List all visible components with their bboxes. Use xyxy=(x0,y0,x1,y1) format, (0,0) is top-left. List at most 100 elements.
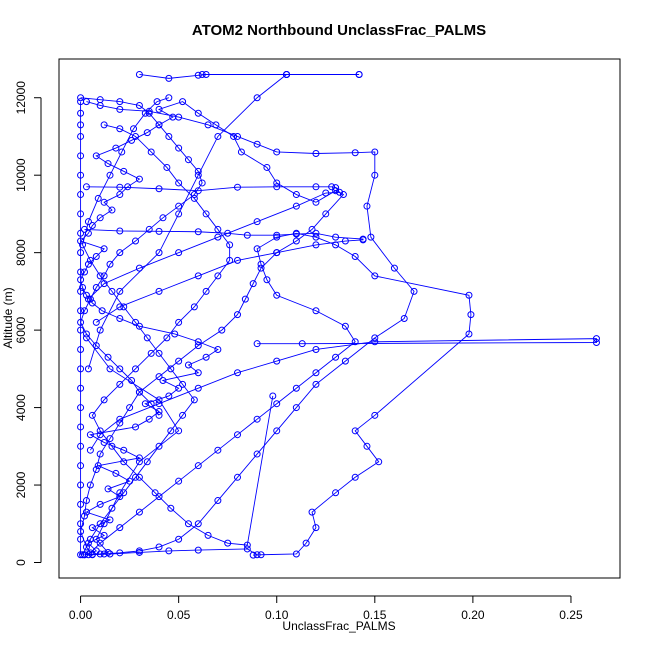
data-point xyxy=(104,548,112,556)
data-point xyxy=(135,508,143,516)
data-point xyxy=(84,365,92,373)
data-point xyxy=(253,140,261,148)
data-point xyxy=(312,345,320,353)
data-point xyxy=(116,549,124,557)
data-point xyxy=(273,179,281,187)
data-point xyxy=(312,183,320,191)
data-point xyxy=(120,303,128,311)
data-point xyxy=(145,109,153,117)
data-point xyxy=(292,230,300,238)
data-point xyxy=(79,284,87,292)
data-point xyxy=(332,353,340,361)
data-point xyxy=(198,179,206,187)
data-point xyxy=(96,450,104,458)
data-point xyxy=(96,326,104,334)
data-point xyxy=(132,365,139,373)
data-point xyxy=(312,150,320,157)
data-point xyxy=(308,508,316,516)
data-point xyxy=(116,415,124,423)
data-point xyxy=(371,148,379,156)
data-point xyxy=(253,340,261,348)
data-point xyxy=(190,194,198,202)
data-point xyxy=(100,438,108,446)
data-point xyxy=(198,70,206,78)
series-line xyxy=(82,97,195,555)
data-point xyxy=(234,473,241,481)
x-tick-label: 0.15 xyxy=(363,608,387,622)
data-point xyxy=(165,94,173,102)
data-point xyxy=(204,121,212,129)
data-point xyxy=(465,330,473,338)
data-point xyxy=(175,477,183,485)
data-point xyxy=(104,160,112,168)
data-point xyxy=(400,315,408,322)
data-point xyxy=(253,94,261,102)
data-point xyxy=(86,256,94,264)
data-point xyxy=(214,497,222,505)
data-point xyxy=(175,113,183,121)
data-point xyxy=(253,450,261,458)
x-axis-label: UnclassFrac_PALMS xyxy=(282,619,395,633)
data-point xyxy=(135,548,143,556)
data-point xyxy=(167,365,175,373)
data-point xyxy=(328,183,336,191)
data-point xyxy=(263,163,271,171)
y-tick-label: 2000 xyxy=(14,471,28,498)
data-point xyxy=(155,287,163,295)
data-point xyxy=(116,489,124,497)
data-point xyxy=(77,423,85,431)
data-point xyxy=(77,98,85,106)
data-point xyxy=(116,227,124,235)
data-point xyxy=(116,98,124,106)
data-point xyxy=(100,520,108,528)
data-point xyxy=(155,493,163,501)
data-point xyxy=(132,473,139,481)
data-point xyxy=(467,311,475,319)
data-point xyxy=(224,539,232,547)
series-line xyxy=(91,124,274,546)
y-tick-label: 0 xyxy=(14,559,28,566)
data-point xyxy=(363,442,371,450)
data-point xyxy=(218,326,226,334)
data-point xyxy=(237,148,245,156)
data-point xyxy=(194,520,202,528)
data-point xyxy=(77,121,85,129)
data-point xyxy=(292,202,300,210)
data-point xyxy=(253,245,261,253)
data-point xyxy=(194,546,202,554)
data-point xyxy=(81,307,88,315)
data-point xyxy=(336,188,343,196)
data-point xyxy=(116,105,124,113)
data-point xyxy=(132,237,139,245)
data-point xyxy=(145,415,153,423)
data-point xyxy=(292,404,300,412)
data-point xyxy=(312,241,320,249)
data-point xyxy=(145,225,153,233)
data-point xyxy=(112,469,120,477)
data-point xyxy=(135,388,143,396)
data-point xyxy=(112,144,120,152)
data-point xyxy=(96,520,104,528)
data-point xyxy=(77,109,85,117)
data-point xyxy=(77,462,85,470)
data-point xyxy=(100,245,108,253)
data-point xyxy=(371,171,379,179)
data-point xyxy=(155,400,163,408)
data-point xyxy=(116,287,124,295)
data-point xyxy=(190,191,198,199)
data-point xyxy=(82,508,90,516)
data-point xyxy=(100,121,108,129)
data-point xyxy=(120,489,128,497)
data-point xyxy=(253,551,261,559)
data-point xyxy=(106,365,114,373)
data-point xyxy=(214,132,222,140)
data-point xyxy=(273,148,281,156)
data-point xyxy=(77,307,85,315)
data-point xyxy=(175,202,183,210)
y-tick-label: 10000 xyxy=(14,158,28,192)
data-point xyxy=(190,396,198,404)
data-point xyxy=(82,497,90,505)
data-point xyxy=(120,167,128,175)
data-point xyxy=(332,184,340,192)
data-point xyxy=(79,241,87,249)
